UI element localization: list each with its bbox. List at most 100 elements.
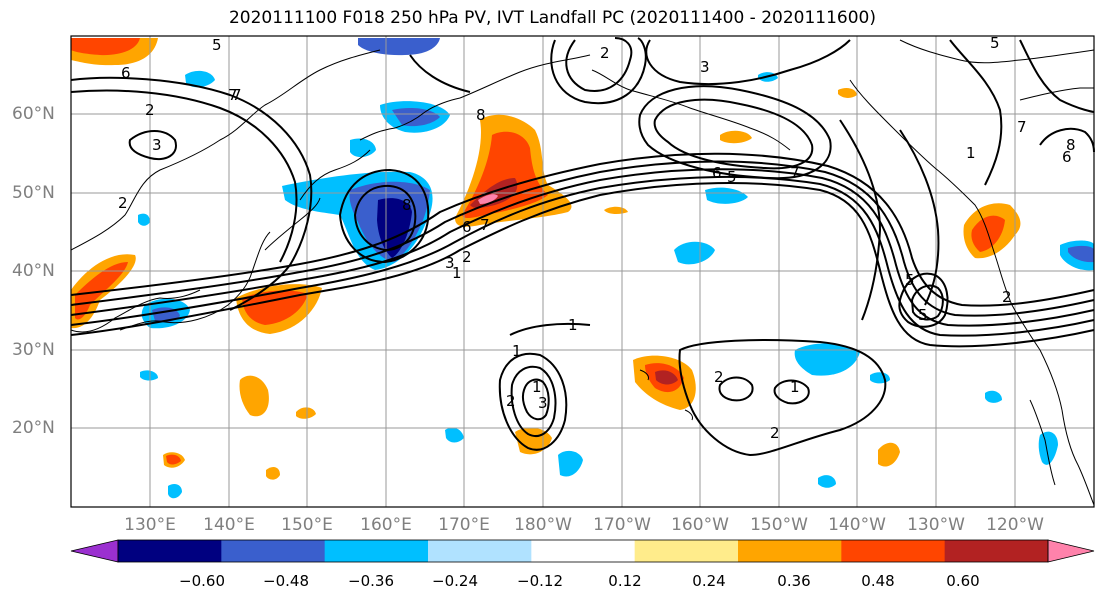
shade-region — [838, 87, 857, 98]
contour-label: 1 — [532, 378, 542, 396]
contour-label: 2 — [770, 424, 780, 442]
contour-label: 8 — [402, 196, 412, 214]
lat-label: 30°N — [12, 340, 55, 360]
contour-label: 2 — [714, 368, 724, 386]
colorbar-tick-label: 0.48 — [861, 572, 895, 590]
lon-label: 160°W — [671, 515, 729, 535]
contour-label: 2 — [600, 44, 610, 62]
shade-region — [558, 450, 583, 477]
shade-region — [985, 390, 1002, 403]
contour-label: 5 — [212, 36, 222, 54]
contour-label: 6 — [462, 218, 472, 236]
map-title: 2020111100 F018 250 hPa PV, IVT Landfall… — [228, 8, 876, 28]
colorbar-tick-label: 0.12 — [608, 572, 642, 590]
contour-label: 1 — [966, 144, 976, 162]
coastlines — [70, 39, 1095, 506]
plot-frame — [70, 35, 1095, 508]
shade-region — [266, 467, 280, 480]
colorbar-tick-label: 0.36 — [777, 572, 811, 590]
lon-label: 130°E — [124, 515, 176, 535]
shade-region — [878, 442, 900, 467]
contour-label: 5 — [727, 168, 737, 186]
contour-label: 2 — [506, 392, 516, 410]
colorbar-segment — [531, 540, 636, 562]
shade-region — [392, 108, 440, 127]
lon-label: 150°E — [281, 515, 333, 535]
contour-label: 2 — [118, 194, 128, 212]
lon-label: 130°W — [907, 515, 965, 535]
contour-label: 3 — [700, 58, 710, 76]
colorbar-frame — [117, 539, 1049, 563]
contour-label: 6 — [121, 64, 131, 82]
contour-label: 1 — [512, 342, 522, 360]
colorbar-segment — [738, 540, 842, 562]
colorbar-extend-min — [70, 539, 119, 563]
colorbar-tick-label: −0.48 — [263, 572, 309, 590]
shade-region — [794, 343, 860, 376]
shade-region — [350, 138, 376, 158]
contour-label: 5 — [905, 271, 915, 289]
colorbar — [70, 539, 1095, 563]
lat-label: 60°N — [12, 104, 55, 124]
shade-region — [140, 370, 158, 381]
shade-region — [445, 427, 464, 443]
colorbar-segment — [634, 540, 739, 562]
colorbar-tick-label: 0.60 — [946, 572, 980, 590]
lon-label: 170°W — [593, 515, 651, 535]
colorbar-tick-label: −0.60 — [179, 572, 225, 590]
lon-label: 150°W — [750, 515, 808, 535]
contour-lines — [70, 37, 1095, 457]
colorbar-tick-label: −0.24 — [432, 572, 478, 590]
contour-label: 7 — [790, 164, 800, 182]
shade-region — [1068, 245, 1094, 263]
shade-region — [674, 241, 715, 265]
shade-region — [239, 375, 269, 417]
shade-region — [720, 130, 752, 144]
lon-label: 180°W — [514, 515, 572, 535]
contour-label: 7 — [228, 86, 238, 104]
graticule — [71, 36, 1094, 507]
shade-region — [71, 38, 140, 56]
lon-label: 140°W — [828, 515, 886, 535]
shade-region — [296, 407, 316, 419]
shade-region — [705, 187, 748, 204]
contour-label: 7 — [480, 216, 490, 234]
contour-label: 8 — [476, 106, 486, 124]
contour-labels: 6 7 7 2 3 2 8 8 1 2 3 5 6 5 7 6 5 7 6 3 … — [118, 34, 1076, 442]
contour-label: 8 — [1066, 136, 1076, 154]
colorbar-segment — [944, 540, 1049, 562]
contour-label: 7 — [232, 86, 242, 104]
lat-label: 40°N — [12, 261, 55, 281]
lon-label: 160°E — [360, 515, 412, 535]
shade-region — [242, 290, 308, 325]
contour-label: 5 — [918, 306, 928, 324]
lat-label: 50°N — [12, 183, 55, 203]
contour-label: 3 — [152, 136, 162, 154]
contour-label: 3 — [538, 394, 548, 412]
shade-region — [138, 213, 150, 226]
contour-label: 1 — [452, 264, 462, 282]
colorbar-segment — [428, 540, 532, 562]
colorbar-segment — [324, 540, 429, 562]
shade-region — [818, 475, 836, 488]
contour-label: 1 — [568, 316, 578, 334]
shade-region — [185, 70, 215, 88]
colorbar-extend-max — [1047, 539, 1095, 563]
contour-label: 2 — [145, 101, 155, 119]
colorbar-segment — [118, 540, 222, 562]
contour-label: 3 — [445, 254, 455, 272]
colorbar-tick-label: 0.24 — [692, 572, 726, 590]
lon-label: 170°E — [438, 515, 490, 535]
contour-label: 7 — [1017, 118, 1027, 136]
shade-region — [166, 454, 181, 465]
colorbar-segment — [221, 540, 326, 562]
contour-label: 1 — [790, 378, 800, 396]
contour-label: 2 — [462, 248, 472, 266]
colorbar-segment — [841, 540, 946, 562]
colorbar-tick-label: −0.12 — [517, 572, 563, 590]
lon-label: 120°W — [986, 515, 1044, 535]
shade-region — [1038, 431, 1058, 465]
colorbar-tick-label: −0.36 — [348, 572, 394, 590]
lon-label: 140°E — [203, 515, 255, 535]
